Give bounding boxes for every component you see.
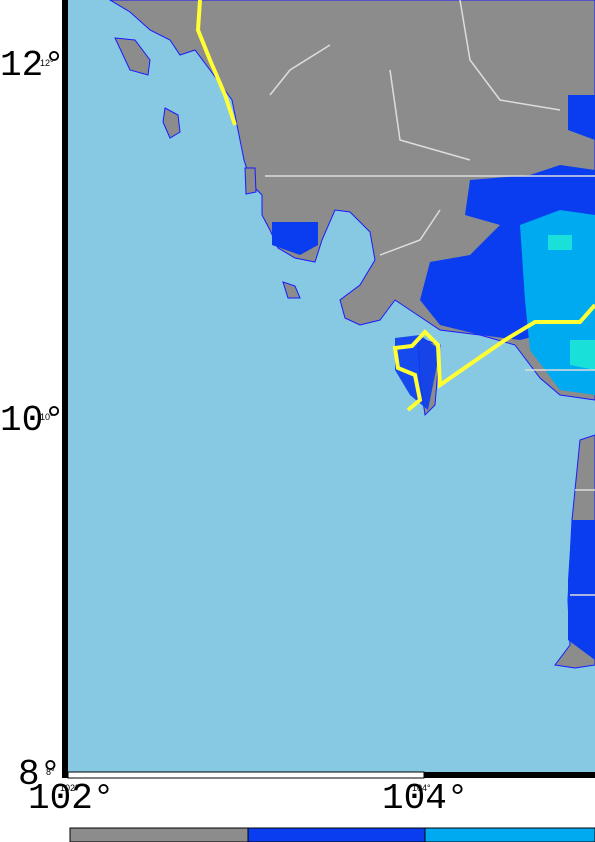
rain-patch (568, 95, 595, 140)
bottom-frame (67, 771, 425, 779)
bottom-frame (424, 772, 595, 778)
island (244, 167, 257, 195)
lat-label-small: 10° (40, 412, 54, 422)
lon-label-small: 104° (412, 783, 431, 793)
colorbar-swatch (424, 827, 595, 842)
lon-label: 102° (28, 778, 114, 819)
lat-label: 12° (0, 45, 65, 86)
lat-label: 10° (0, 400, 65, 441)
rain-patch (568, 520, 595, 660)
lon-label: 104° (382, 778, 468, 819)
colorbar-swatch (247, 827, 426, 842)
island (282, 281, 301, 299)
national-border (195, 0, 595, 412)
colorbar-swatch (69, 827, 249, 842)
lat-label: 8° (18, 754, 61, 795)
rain-patch (272, 222, 318, 255)
rain-patch (395, 335, 440, 410)
lat-label-small: 12° (40, 58, 54, 68)
rain-patch (548, 235, 595, 370)
lon-label-small: 102° (60, 783, 79, 793)
left-frame (62, 0, 68, 778)
island (162, 107, 181, 139)
lat-label-small: 8° (46, 767, 55, 777)
province-borders (265, 0, 595, 596)
island (114, 37, 151, 76)
